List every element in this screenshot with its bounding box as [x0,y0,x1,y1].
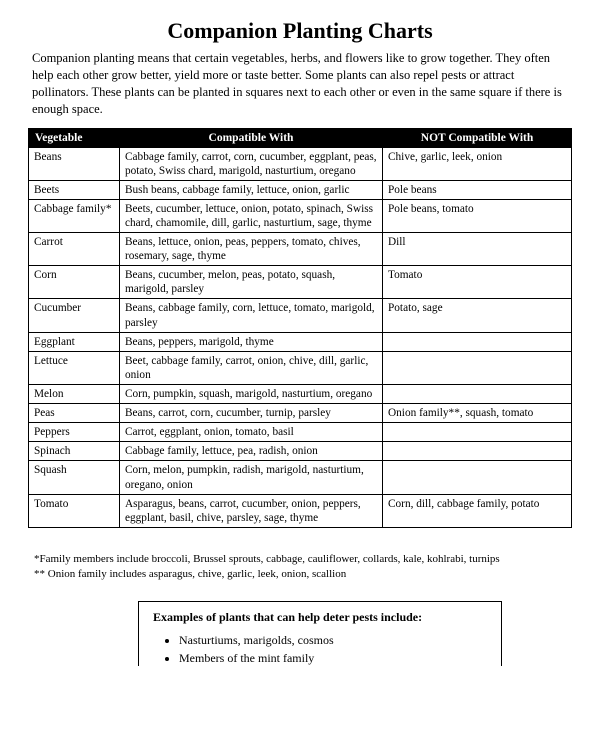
cell-comp: Beet, cabbage family, carrot, onion, chi… [120,351,383,384]
page-title: Companion Planting Charts [28,18,572,44]
table-row: CornBeans, cucumber, melon, peas, potato… [29,266,572,299]
cell-veg: Beets [29,180,120,199]
cell-veg: Lettuce [29,351,120,384]
cell-not [383,351,572,384]
table-row: BeansCabbage family, carrot, corn, cucum… [29,147,572,180]
cell-not: Potato, sage [383,299,572,332]
table-row: EggplantBeans, peppers, marigold, thyme [29,332,572,351]
cell-comp: Beans, peppers, marigold, thyme [120,332,383,351]
cell-comp: Cabbage family, carrot, corn, cucumber, … [120,147,383,180]
cell-not [383,332,572,351]
cell-comp: Bush beans, cabbage family, lettuce, oni… [120,180,383,199]
cell-veg: Tomato [29,494,120,527]
deter-pests-box: Examples of plants that can help deter p… [138,601,502,666]
cell-veg: Cucumber [29,299,120,332]
cell-not: Tomato [383,266,572,299]
cell-not: Chive, garlic, leek, onion [383,147,572,180]
companion-table: Vegetable Compatible With NOT Compatible… [28,128,572,528]
table-row: CarrotBeans, lettuce, onion, peas, peppe… [29,233,572,266]
col-vegetable: Vegetable [29,128,120,147]
cell-not: Corn, dill, cabbage family, potato [383,494,572,527]
cell-comp: Corn, pumpkin, squash, marigold, nasturt… [120,385,383,404]
cell-comp: Beets, cucumber, lettuce, onion, potato,… [120,199,383,232]
list-item: Nasturtiums, marigolds, cosmos [179,633,487,648]
cell-comp: Beans, cucumber, melon, peas, potato, sq… [120,266,383,299]
cell-not [383,385,572,404]
col-not-compatible: NOT Compatible With [383,128,572,147]
cell-comp: Beans, cabbage family, corn, lettuce, to… [120,299,383,332]
box-title: Examples of plants that can help deter p… [153,610,487,625]
table-row: MelonCorn, pumpkin, squash, marigold, na… [29,385,572,404]
cell-veg: Cabbage family* [29,199,120,232]
col-compatible: Compatible With [120,128,383,147]
cell-not: Pole beans, tomato [383,199,572,232]
cell-not [383,461,572,494]
table-row: BeetsBush beans, cabbage family, lettuce… [29,180,572,199]
cell-veg: Squash [29,461,120,494]
cell-veg: Melon [29,385,120,404]
footnote-onion: ** Onion family includes asparagus, chiv… [34,567,572,582]
footnote-family: *Family members include broccoli, Brusse… [34,552,572,567]
table-row: CucumberBeans, cabbage family, corn, let… [29,299,572,332]
table-row: TomatoAsparagus, beans, carrot, cucumber… [29,494,572,527]
cell-comp: Carrot, eggplant, onion, tomato, basil [120,423,383,442]
cell-veg: Peas [29,404,120,423]
cell-not: Pole beans [383,180,572,199]
cell-comp: Corn, melon, pumpkin, radish, marigold, … [120,461,383,494]
cell-veg: Carrot [29,233,120,266]
cell-comp: Beans, lettuce, onion, peas, peppers, to… [120,233,383,266]
table-row: SpinachCabbage family, lettuce, pea, rad… [29,442,572,461]
cell-veg: Beans [29,147,120,180]
table-row: Cabbage family*Beets, cucumber, lettuce,… [29,199,572,232]
table-row: PeppersCarrot, eggplant, onion, tomato, … [29,423,572,442]
cell-veg: Eggplant [29,332,120,351]
cell-comp: Asparagus, beans, carrot, cucumber, onio… [120,494,383,527]
cell-not: Dill [383,233,572,266]
cell-veg: Spinach [29,442,120,461]
cell-not [383,442,572,461]
list-item: Members of the mint family [179,651,487,666]
cell-veg: Peppers [29,423,120,442]
cell-not [383,423,572,442]
table-row: PeasBeans, carrot, corn, cucumber, turni… [29,404,572,423]
cell-veg: Corn [29,266,120,299]
cell-comp: Cabbage family, lettuce, pea, radish, on… [120,442,383,461]
table-row: SquashCorn, melon, pumpkin, radish, mari… [29,461,572,494]
cell-not: Onion family**, squash, tomato [383,404,572,423]
table-row: LettuceBeet, cabbage family, carrot, oni… [29,351,572,384]
intro-paragraph: Companion planting means that certain ve… [32,50,568,118]
cell-comp: Beans, carrot, corn, cucumber, turnip, p… [120,404,383,423]
